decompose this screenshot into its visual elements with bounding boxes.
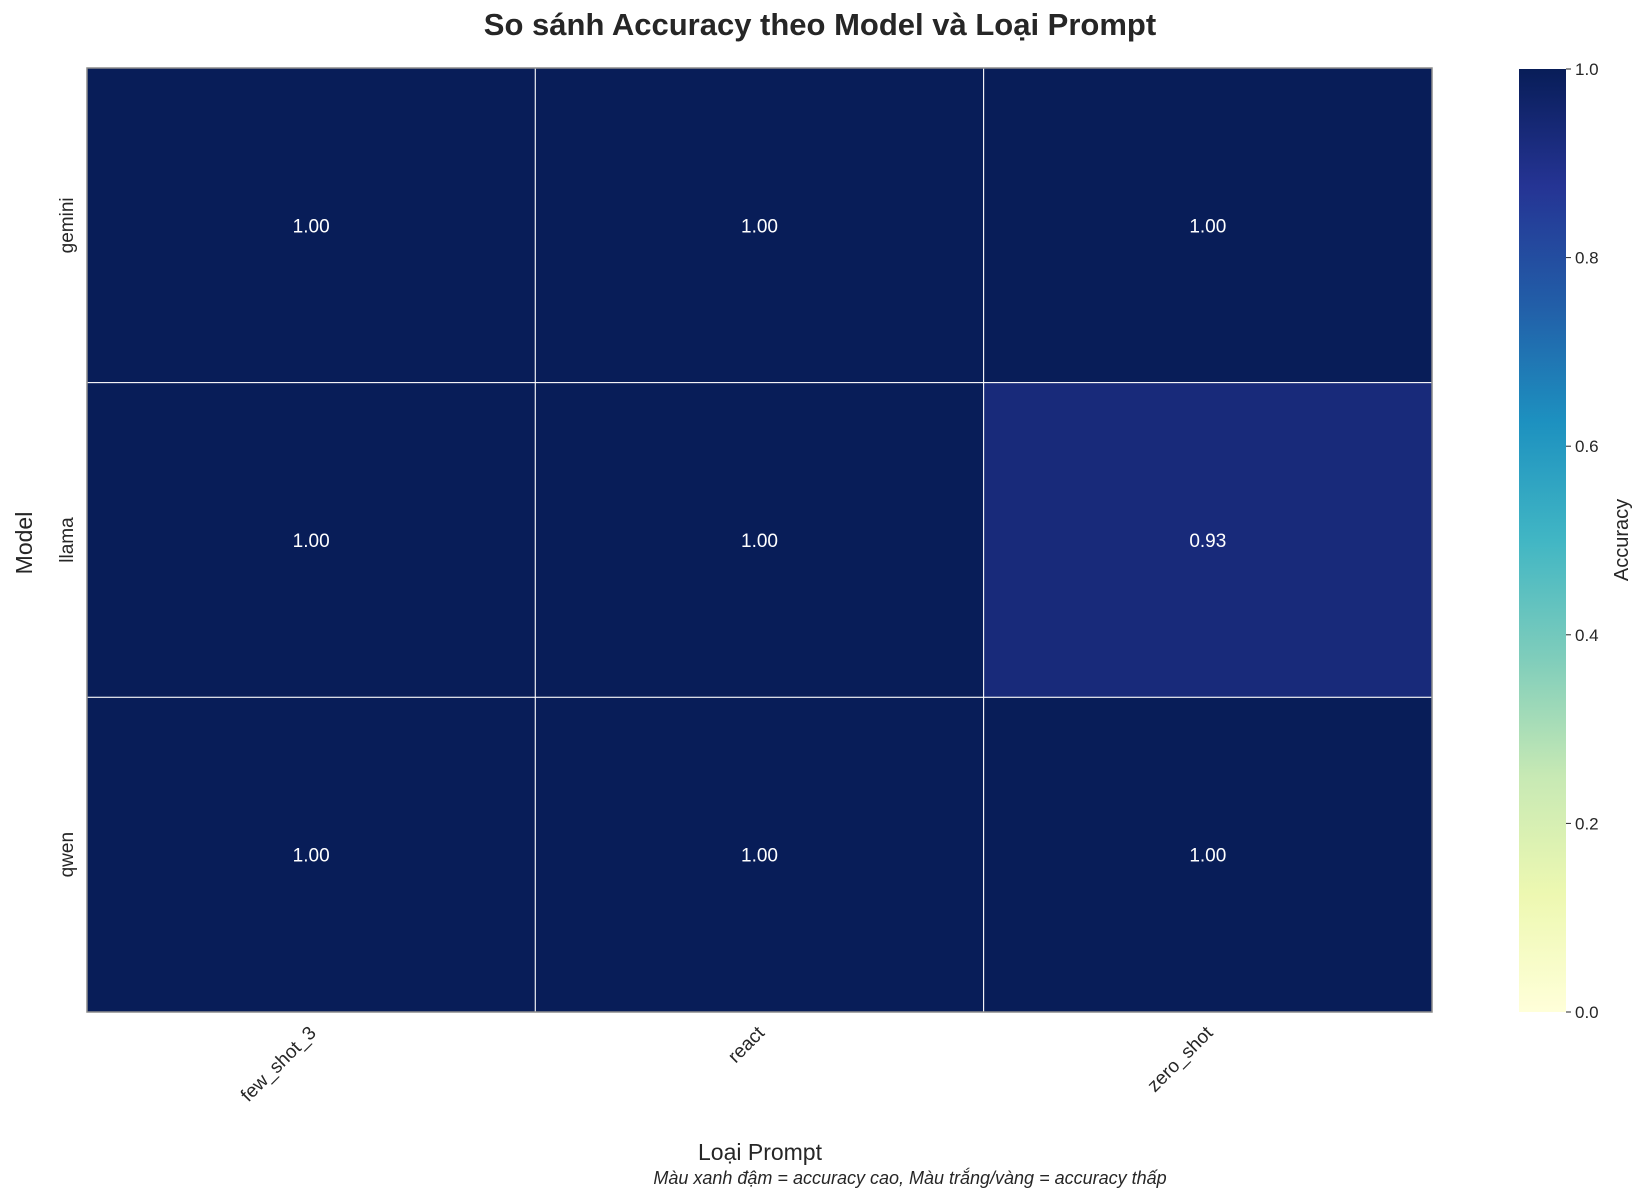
colorbar-tick-label: 0.8 — [1575, 249, 1599, 268]
heatmap-cell-label: 1.00 — [741, 531, 778, 552]
heatmap-cell — [983, 382, 1433, 698]
colorbar-label: Accuracy — [1611, 499, 1633, 581]
y-tick-label: gemini — [57, 197, 78, 253]
colorbar-tick-label: 0.0 — [1575, 1003, 1599, 1022]
plot-frame — [86, 67, 1433, 1013]
x-tick-label: few_shot_3 — [237, 1023, 321, 1107]
heatmap-cell — [86, 696, 536, 1013]
y-tick-labels: gemini llama qwen — [57, 197, 78, 877]
colorbar-tick-label: 0.4 — [1575, 626, 1599, 645]
x-tick-label: zero_shot — [1144, 1022, 1218, 1096]
heatmap-cell-label: 1.00 — [1189, 846, 1226, 867]
chart-title: So sánh Accuracy theo Model và Loại Prom… — [484, 7, 1156, 42]
x-tick-labels: few_shot_3 react zero_shot — [237, 1022, 1218, 1106]
y-tick-label: qwen — [57, 832, 78, 877]
heatmap-cell-labels: 1.00 1.00 1.00 1.00 1.00 0.93 1.00 1.00 1.00 — [293, 216, 1227, 866]
x-axis-label: Loại Prompt — [698, 1139, 823, 1165]
x-tick-label: react — [724, 1022, 769, 1067]
heatmap-cell — [534, 696, 985, 1013]
heatmap-cell-label: 1.00 — [1189, 216, 1226, 237]
y-axis-label: Model — [11, 512, 37, 575]
heatmap-cell — [534, 67, 985, 384]
colorbar-tick-label: 1.0 — [1575, 60, 1599, 79]
footnote: Màu xanh đậm = accuracy cao, Màu trắng/v… — [653, 1168, 1166, 1188]
heatmap-cell-label: 0.93 — [1189, 531, 1226, 552]
heatmap-cell — [534, 382, 985, 698]
heatmap-cell — [86, 67, 536, 384]
heatmap-cell — [86, 382, 536, 698]
heatmap-cell-label: 1.00 — [293, 216, 330, 237]
colorbar-ticks: 0.0 0.2 0.4 0.6 0.8 1.0 — [1566, 60, 1599, 1022]
colorbar-tick-label: 0.6 — [1575, 437, 1599, 456]
heatmap-cell-label: 1.00 — [293, 846, 330, 867]
heatmap-cells — [86, 67, 1433, 1013]
y-tick-label: llama — [57, 517, 78, 563]
colorbar-tick-label: 0.2 — [1575, 814, 1599, 833]
heatmap-cell-label: 1.00 — [741, 846, 778, 867]
heatmap-cell-label: 1.00 — [741, 216, 778, 237]
heatmap-cell-label: 1.00 — [293, 531, 330, 552]
colorbar — [1519, 69, 1566, 1012]
